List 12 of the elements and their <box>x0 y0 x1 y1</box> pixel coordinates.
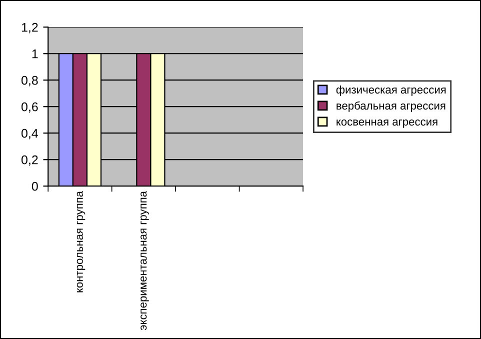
legend-label: косвенная агрессия <box>336 120 438 128</box>
x-tick-label: экспериментальная группа <box>140 190 149 330</box>
y-tick-label: 0,8 <box>21 76 38 86</box>
x-tick-label: контрольная группа <box>76 190 86 292</box>
y-tick-label: 0,6 <box>21 102 38 113</box>
y-tick-label: 1,2 <box>22 22 38 34</box>
legend-label: физическая агрессия <box>336 85 446 96</box>
legend-label: вербальная агрессия <box>336 101 446 112</box>
y-tick-label: 0,2 <box>21 155 38 166</box>
y-tick-label: 0,4 <box>21 128 38 140</box>
y-tick-label: 0 <box>32 182 38 191</box>
y-tick-label: 1 <box>32 50 38 58</box>
